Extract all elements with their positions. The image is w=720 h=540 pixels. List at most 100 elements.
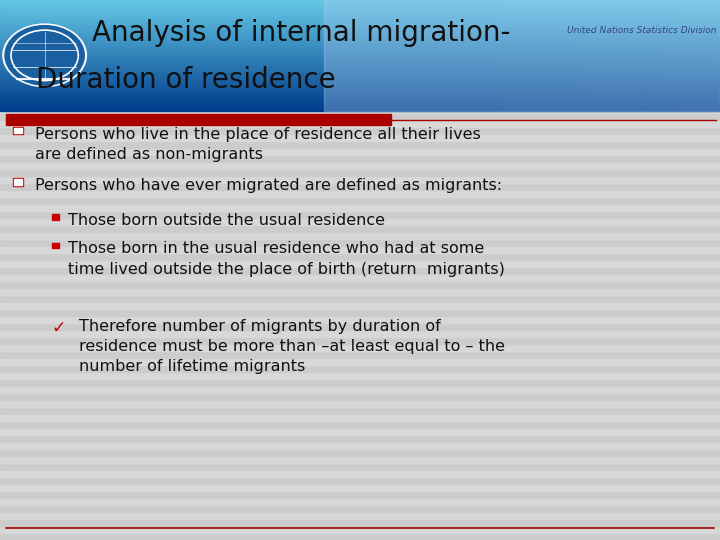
Bar (0, 141, 720, 148)
Bar (0, 37, 720, 39)
Bar (0, 246, 720, 253)
Bar (423, 0, 441, 111)
Bar (504, 0, 522, 111)
Bar (0, 463, 720, 470)
Bar (0, 77, 720, 79)
Bar (0, 95, 720, 97)
Bar (52, 214, 59, 220)
Bar (603, 0, 621, 111)
Bar (657, 0, 675, 111)
Bar (0, 218, 720, 225)
Bar (0, 442, 720, 449)
Bar (540, 0, 558, 111)
Bar (495, 0, 513, 111)
Bar (0, 4, 720, 5)
Bar (0, 16, 720, 18)
Bar (0, 83, 720, 84)
Bar (52, 243, 59, 248)
Bar (468, 0, 486, 111)
Bar (0, 106, 720, 113)
Bar (0, 80, 720, 82)
Bar (0, 1, 720, 3)
Bar (0, 90, 720, 91)
Circle shape (5, 25, 84, 85)
Bar (0, 358, 720, 365)
Bar (0, 260, 720, 267)
Bar (6, 114, 391, 125)
Bar (0, 46, 720, 49)
Bar (639, 0, 657, 111)
Bar (0, 64, 720, 66)
Bar (0, 484, 720, 491)
Bar (0, 85, 720, 87)
Bar (693, 0, 711, 111)
Bar (0, 323, 720, 330)
Bar (0, 9, 720, 11)
Bar (0, 44, 720, 46)
Bar (369, 0, 387, 111)
Bar (13, 178, 23, 186)
Bar (0, 0, 720, 2)
Bar (0, 267, 720, 274)
Bar (486, 0, 504, 111)
Bar (324, 0, 720, 111)
Bar (0, 134, 720, 141)
Bar (0, 281, 720, 288)
Bar (0, 30, 720, 32)
Bar (684, 0, 702, 111)
Bar (0, 93, 720, 96)
Bar (0, 421, 720, 428)
Bar (450, 0, 468, 111)
Bar (459, 0, 477, 111)
Bar (0, 58, 720, 59)
Bar (0, 103, 720, 105)
Bar (0, 66, 720, 68)
Bar (585, 0, 603, 111)
Bar (675, 0, 693, 111)
Bar (0, 100, 720, 103)
Bar (702, 0, 720, 111)
Bar (0, 53, 720, 56)
Text: Duration of residence: Duration of residence (36, 66, 336, 94)
Bar (0, 400, 720, 407)
Bar (0, 84, 720, 86)
Bar (432, 0, 450, 111)
Text: Those born in the usual residence who had at some
time lived outside the place o: Those born in the usual residence who ha… (68, 241, 505, 277)
Bar (0, 456, 720, 463)
Bar (0, 62, 720, 64)
Bar (0, 120, 720, 127)
Bar (558, 0, 576, 111)
Bar (0, 169, 720, 176)
Bar (0, 197, 720, 204)
Bar (0, 76, 720, 77)
Bar (0, 36, 720, 37)
Bar (0, 337, 720, 344)
Bar (0, 98, 720, 99)
Bar (0, 407, 720, 414)
Bar (0, 60, 720, 62)
Bar (513, 0, 531, 111)
Bar (0, 393, 720, 400)
Bar (0, 309, 720, 316)
Bar (0, 330, 720, 337)
Bar (0, 39, 720, 42)
Bar (0, 379, 720, 386)
Bar (0, 127, 720, 134)
Bar (0, 42, 720, 44)
Bar (0, 31, 720, 33)
Bar (0, 41, 720, 43)
Bar (0, 148, 720, 155)
Bar (0, 295, 720, 302)
Bar (0, 52, 720, 54)
Bar (0, 73, 720, 75)
Bar (0, 498, 720, 505)
Bar (0, 10, 720, 12)
Bar (0, 19, 720, 21)
Bar (0, 68, 720, 69)
Bar (14, 179, 22, 185)
Text: Persons who have ever migrated are defined as migrants:: Persons who have ever migrated are defin… (35, 178, 502, 193)
Bar (0, 27, 720, 29)
Bar (414, 0, 432, 111)
Bar (0, 24, 720, 26)
Bar (0, 6, 720, 8)
